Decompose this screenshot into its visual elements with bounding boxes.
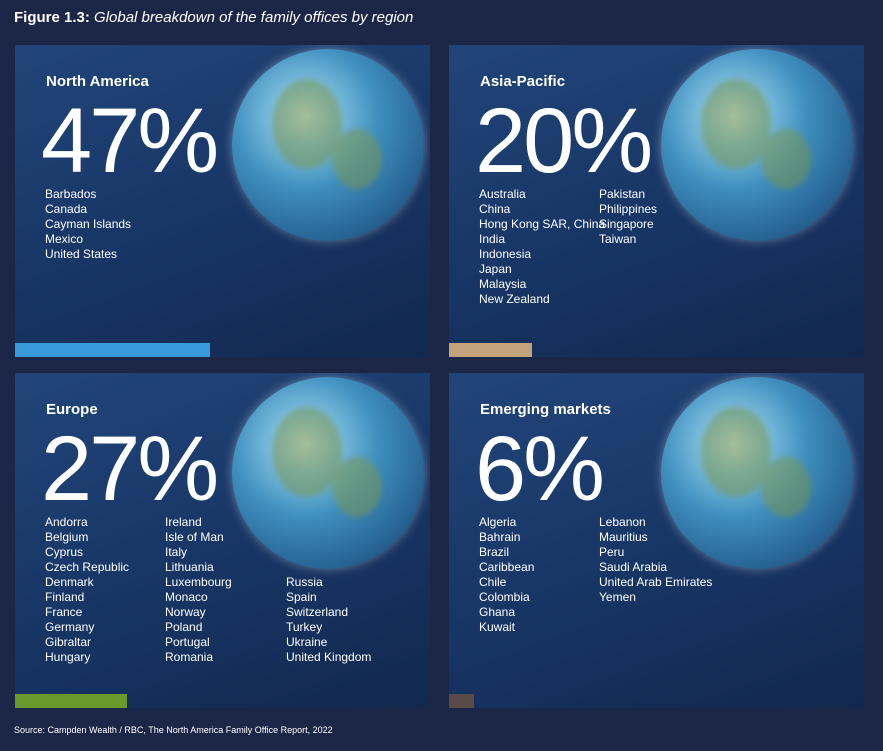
share-bar — [449, 343, 532, 357]
country-name: Czech Republic — [45, 560, 130, 574]
country-name: Pakistan — [599, 187, 646, 201]
country-name: Cyprus — [45, 545, 84, 559]
country-name: Malaysia — [479, 277, 527, 291]
region-name: North America — [46, 73, 149, 90]
country-name: Ukraine — [286, 635, 328, 649]
country-name: Mauritius — [599, 530, 648, 544]
country-name: Brazil — [479, 545, 510, 559]
globe-land — [272, 407, 342, 497]
country-name: Hong Kong SAR, China — [479, 217, 606, 231]
country-list: Ireland Isle of Man Italy Lithuania Luxembou… — [165, 515, 232, 665]
globe-land — [701, 79, 771, 169]
region-panel: North America 47% Barbados Canada Cayman Isl… — [15, 45, 430, 357]
region-name: Europe — [46, 401, 98, 418]
country-name: Turkey — [286, 620, 323, 634]
country-name: Ireland — [165, 515, 202, 529]
percentage-label: 6% — [475, 418, 605, 520]
globe-image — [232, 377, 424, 569]
country-name: Hungary — [45, 650, 91, 664]
country-name: Taiwan — [599, 232, 637, 246]
globe-land — [272, 79, 342, 169]
country-name: Philippines — [599, 202, 658, 216]
country-name: Indonesia — [479, 247, 532, 261]
country-name: Finland — [45, 590, 85, 604]
source-note: Source: Campden Wealth / RBC, The North … — [14, 725, 333, 735]
share-bar — [15, 694, 128, 708]
country-list: Algeria Bahrain Brazil Caribbean Chile Colomb… — [479, 515, 534, 635]
country-name: Kuwait — [479, 620, 516, 634]
country-name: Russia — [286, 575, 323, 589]
country-name: Luxembourg — [165, 575, 232, 589]
country-list: Andorra Belgium Cyprus Czech Republic Denmar… — [45, 515, 129, 665]
country-name: Belgium — [45, 530, 89, 544]
globe-land — [332, 457, 382, 517]
percentage-label: 47% — [41, 90, 219, 192]
country-name: Algeria — [479, 515, 517, 529]
country-name: Portugal — [165, 635, 210, 649]
country-name: New Zealand — [479, 292, 550, 306]
share-bar — [15, 343, 211, 357]
country-name: United States — [45, 247, 118, 261]
country-name: Germany — [45, 620, 95, 634]
country-name: United Arab Emirates — [599, 575, 713, 589]
country-name: Chile — [479, 575, 507, 589]
country-name: China — [479, 202, 511, 216]
country-name: Singapore — [599, 217, 654, 231]
country-name: Gibraltar — [45, 635, 92, 649]
region-name: Asia-Pacific — [480, 73, 566, 90]
globe-land — [761, 129, 811, 189]
figure-title: Figure 1.3: Global breakdown of the fami… — [14, 9, 413, 26]
country-name: Andorra — [45, 515, 88, 529]
country-name: Cayman Islands — [45, 217, 132, 231]
country-name: India — [479, 232, 506, 246]
country-name: Japan — [479, 262, 512, 276]
globe-land — [761, 457, 811, 517]
country-name: Lebanon — [599, 515, 646, 529]
figure-caption: Global breakdown of the family offices b… — [94, 9, 414, 26]
country-name: Bahrain — [479, 530, 521, 544]
country-name: Poland — [165, 620, 203, 634]
region-panel: Europe 27% Andorra Belgium Cyprus Czech Repub… — [15, 373, 430, 708]
country-name: Yemen — [599, 590, 636, 604]
percentage-label: 27% — [41, 418, 219, 520]
country-name: Italy — [165, 545, 188, 559]
region-panel: Emerging markets 6% Algeria Bahrain Brazil Ca… — [449, 373, 864, 708]
country-name: Spain — [286, 590, 317, 604]
country-name: Lithuania — [165, 560, 214, 574]
share-bar — [449, 694, 474, 708]
globe-image — [661, 49, 853, 241]
country-name: Saudi Arabia — [599, 560, 668, 574]
region-panel: Asia-Pacific 20% Australia China Hong Kong S… — [449, 45, 864, 357]
globe-land — [332, 129, 382, 189]
country-list: Barbados Canada Cayman Islands Mexico United… — [45, 187, 131, 262]
country-list: Lebanon Mauritius Peru Saudi Arabia United A… — [599, 515, 712, 605]
globe-image — [232, 49, 424, 241]
region-name: Emerging markets — [480, 401, 611, 418]
country-name: Canada — [45, 202, 88, 216]
country-name: Switzerland — [286, 605, 349, 619]
country-name: United Kingdom — [286, 650, 372, 664]
country-name: France — [45, 605, 83, 619]
country-name: Monaco — [165, 590, 208, 604]
country-name: Barbados — [45, 187, 97, 201]
country-list: Australia China Hong Kong SAR, China India I… — [479, 187, 605, 307]
country-name: Romania — [165, 650, 214, 664]
country-name: Peru — [599, 545, 625, 559]
country-name: Australia — [479, 187, 526, 201]
country-name: Norway — [165, 605, 206, 619]
percentage-label: 20% — [475, 90, 653, 192]
country-name: Mexico — [45, 232, 84, 246]
globe-image — [661, 377, 853, 569]
globe-land — [701, 407, 771, 497]
country-name: Ghana — [479, 605, 516, 619]
country-name: Colombia — [479, 590, 530, 604]
country-list: Pakistan Philippines Singapore Taiwan — [599, 187, 657, 247]
country-list: Russia Spain Switzerland Turkey Ukraine Unite… — [286, 575, 371, 665]
figure-label: Figure 1.3: — [14, 9, 90, 26]
country-name: Isle of Man — [165, 530, 224, 544]
country-name: Caribbean — [479, 560, 535, 574]
country-name: Denmark — [45, 575, 94, 589]
